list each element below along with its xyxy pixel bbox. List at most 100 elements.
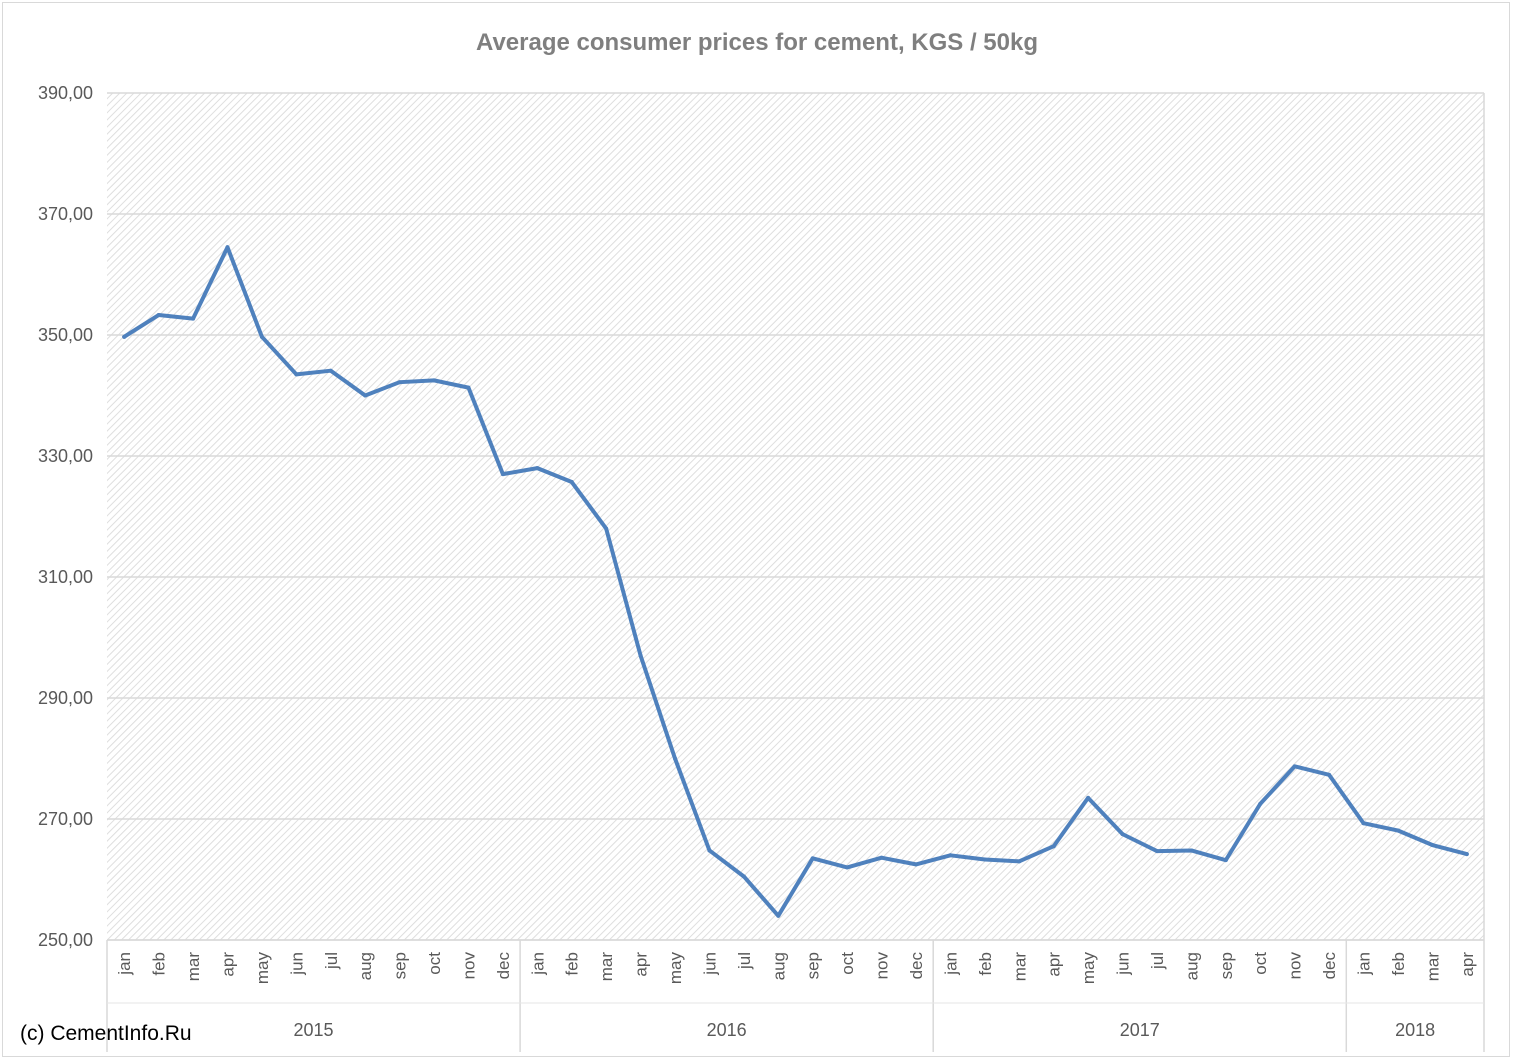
year-group-label: 2016: [707, 1020, 747, 1040]
x-tick-label: dec: [907, 952, 926, 980]
x-tick-label: oct: [425, 952, 444, 975]
year-group-label: 2018: [1395, 1020, 1435, 1040]
x-tick-label: aug: [769, 952, 788, 980]
x-tick-label: nov: [1286, 952, 1305, 980]
x-tick-label: may: [1079, 952, 1098, 985]
data-point: [1395, 828, 1400, 833]
x-tick-label: oct: [1251, 952, 1270, 975]
x-tick-label: jul: [1148, 952, 1167, 970]
data-point: [673, 756, 678, 761]
y-tick-label: 310,00: [38, 567, 93, 587]
x-tick-label: may: [666, 952, 685, 985]
data-point: [1464, 852, 1469, 857]
x-tick-label: feb: [150, 952, 169, 976]
y-tick-label: 270,00: [38, 809, 93, 829]
data-point: [1189, 848, 1194, 853]
x-tick-label: sep: [391, 952, 410, 979]
x-tick-label: nov: [873, 952, 892, 980]
data-point: [225, 245, 230, 250]
data-point: [1292, 764, 1297, 769]
data-point: [363, 393, 368, 398]
data-point: [1361, 821, 1366, 826]
x-tick-label: aug: [356, 952, 375, 980]
data-point: [1051, 844, 1056, 849]
year-group-label: 2017: [1120, 1020, 1160, 1040]
x-tick-label: may: [253, 952, 272, 985]
x-tick-label: mar: [1010, 952, 1029, 982]
data-point: [1430, 843, 1435, 848]
x-tick-label: apr: [1045, 952, 1064, 977]
data-point: [432, 378, 437, 383]
x-tick-label: jul: [322, 952, 341, 970]
data-point: [1223, 858, 1228, 863]
x-tick-label: jan: [1355, 952, 1374, 976]
x-tick-label: feb: [976, 952, 995, 976]
x-tick-label: jan: [115, 952, 134, 976]
data-point: [1327, 772, 1332, 777]
x-tick-label: mar: [184, 952, 203, 982]
data-point: [913, 862, 918, 867]
data-point: [1258, 801, 1263, 806]
x-tick-label: apr: [1458, 952, 1477, 977]
data-point: [879, 855, 884, 860]
x-tick-label: oct: [838, 952, 857, 975]
x-tick-label: mar: [1423, 952, 1442, 982]
data-point: [1017, 859, 1022, 864]
x-axis-year-groups: 2015 2016 2017 2018: [106, 940, 1485, 1052]
x-tick-label: sep: [804, 952, 823, 979]
plot-area: [107, 93, 1484, 940]
y-tick-label: 370,00: [38, 204, 93, 224]
y-tick-label: 390,00: [38, 83, 93, 103]
x-tick-label: sep: [1217, 952, 1236, 979]
data-point: [948, 853, 953, 858]
data-point: [845, 865, 850, 870]
y-tick-label: 290,00: [38, 688, 93, 708]
data-point: [259, 334, 264, 339]
x-tick-label: feb: [1389, 952, 1408, 976]
x-tick-label: feb: [563, 952, 582, 976]
chart-title: Average consumer prices for cement, KGS …: [476, 29, 1038, 56]
data-point: [776, 913, 781, 918]
x-tick-label: jan: [941, 952, 960, 976]
x-tick-label: jun: [700, 952, 719, 976]
year-group-label: 2015: [294, 1020, 334, 1040]
series-line: [122, 245, 1469, 918]
credit-text: (c) CementInfo.Ru: [20, 1022, 192, 1045]
x-axis-ticks: jan feb mar apr may jun jul aug sep oct nov dec jan f…: [115, 952, 1477, 985]
x-tick-label: apr: [218, 952, 237, 977]
x-tick-label: jun: [287, 952, 306, 976]
data-point: [500, 472, 505, 477]
data-point: [466, 385, 471, 390]
y-tick-label: 350,00: [38, 325, 93, 345]
x-tick-label: nov: [459, 952, 478, 980]
data-point: [982, 857, 987, 862]
data-point: [397, 380, 402, 385]
axes: [107, 93, 1485, 941]
data-point: [122, 334, 127, 339]
data-point: [1154, 849, 1159, 854]
x-tick-label: jan: [528, 952, 547, 976]
x-tick-label: dec: [494, 952, 513, 980]
data-point: [294, 372, 299, 377]
data-point: [810, 856, 815, 861]
data-point: [191, 316, 196, 321]
data-point: [328, 368, 333, 373]
data-point: [569, 480, 574, 485]
data-point: [604, 526, 609, 531]
x-tick-label: aug: [1182, 952, 1201, 980]
data-point: [156, 313, 161, 318]
data-point: [741, 874, 746, 879]
series-layer: [122, 245, 1469, 918]
y-axis-ticks: 250,00 270,00 290,00 310,00 330,00 350,00 370,…: [38, 83, 93, 950]
x-tick-label: jun: [1114, 952, 1133, 976]
y-tick-label: 250,00: [38, 930, 93, 950]
x-tick-label: dec: [1320, 952, 1339, 980]
data-point: [535, 466, 540, 471]
y-tick-label: 330,00: [38, 446, 93, 466]
data-point: [638, 653, 643, 658]
data-point: [707, 848, 712, 853]
data-point: [1086, 795, 1091, 800]
data-point: [1120, 832, 1125, 837]
x-tick-label: mar: [597, 952, 616, 982]
